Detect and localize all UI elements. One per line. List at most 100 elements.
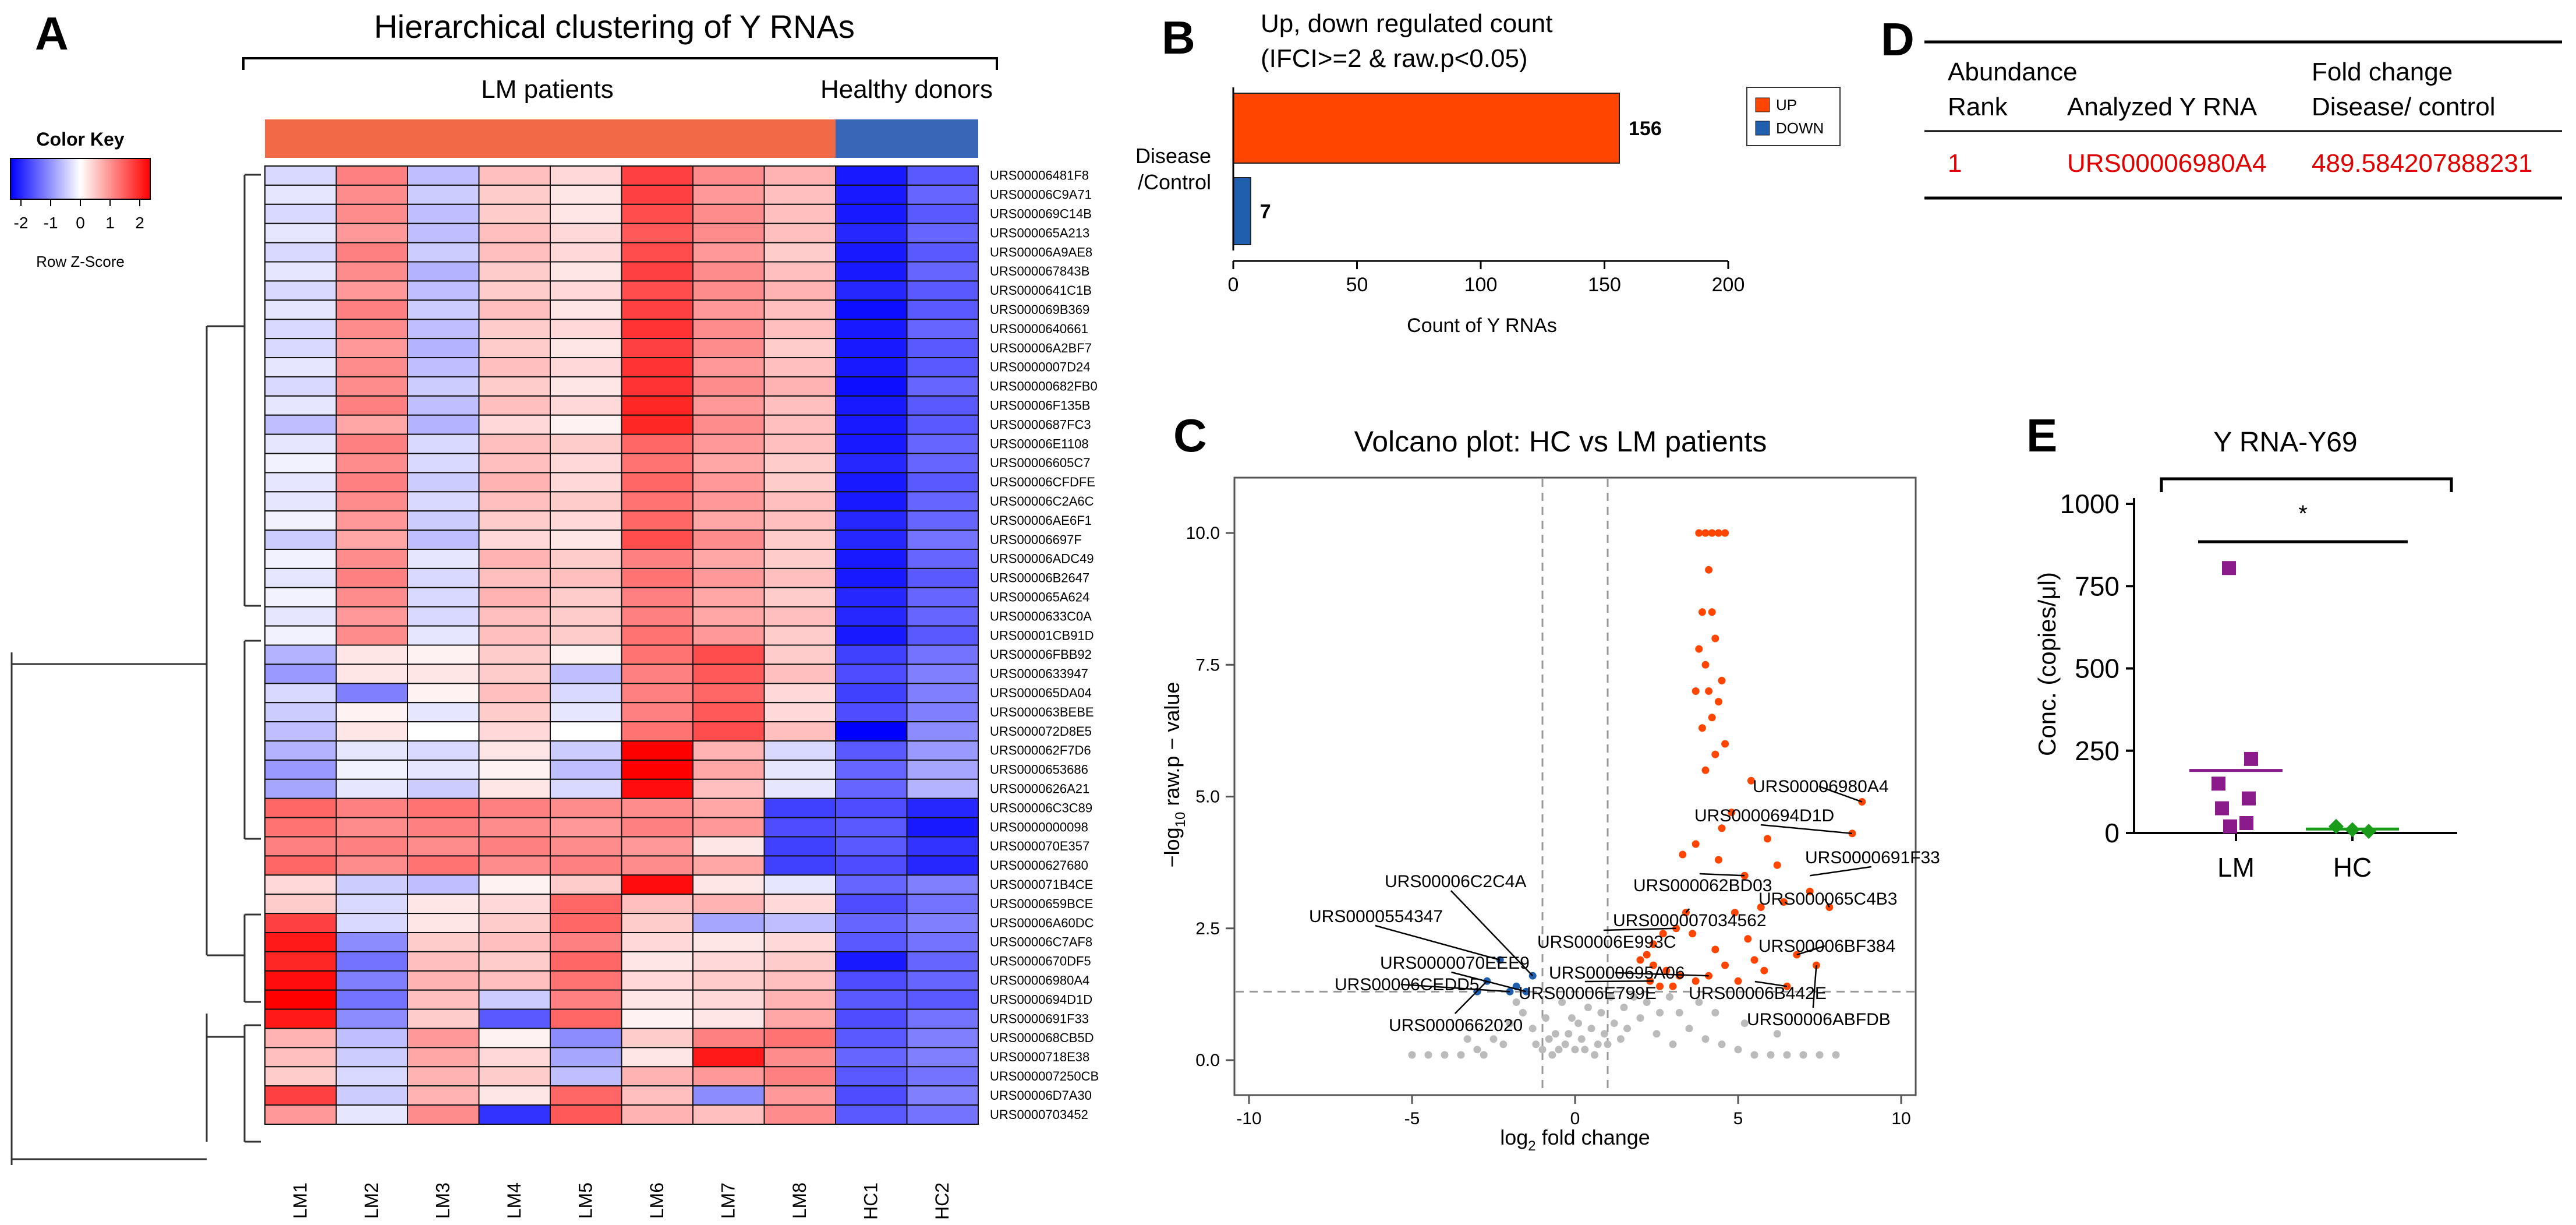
heatmap-cell [550,549,622,569]
volcano-point-up [1692,840,1700,848]
volcano-point-ns [1675,1009,1683,1016]
heatmap-cell [621,242,693,263]
panel-label-b: B [1162,12,1195,63]
volcano-point-ns [1473,1046,1481,1054]
heatmap-cell [621,1028,693,1049]
heatmap-cell [906,472,979,493]
dot-axes: 0 250 500 750 1000 LM HC [2060,489,2457,882]
heatmap-cell [906,663,979,684]
heatmap-column-label: HC1 [860,1182,881,1220]
heatmap-cell [335,894,408,915]
dot-point-hc [2361,824,2376,839]
heatmap-cell [550,529,622,550]
heatmap-cell [621,970,693,991]
heatmap-cell [264,970,337,991]
heatmap-cell [264,587,337,608]
annotation-label: URS0000662020 [1389,1016,1523,1035]
volcano-point-ns [1457,1051,1465,1059]
heatmap-cell [835,1028,908,1049]
volcano-y-tick-label: 2.5 [1195,919,1220,938]
heatmap-cell [335,203,408,224]
volcano-y-tick-label: 10.0 [1186,524,1220,543]
volcano-point-ns [1600,1030,1608,1038]
dendrogram-branch [245,174,261,1143]
heatmap-cell [550,319,622,340]
bar-down [1233,177,1251,245]
volcano-point-up [1669,982,1677,990]
heatmap-cell [763,702,836,723]
heatmap-cell [835,740,908,761]
heatmap-cell [264,319,337,340]
heatmap-cell [906,951,979,972]
heatmap-cell [478,1047,551,1068]
heatmap-cell [906,395,979,416]
heatmap-cell [835,625,908,646]
annotation-leader [1760,824,1853,835]
heatmap-cell [621,836,693,857]
heatmap-cell [621,587,693,608]
table-header-fold-line1: Fold change [2312,58,2453,86]
heatmap-cell [550,453,622,474]
heatmap-cell [407,223,480,243]
heatmap-cell [264,510,337,531]
table-header-rank-line2: Rank [1948,93,2008,121]
heatmap-cell [835,261,908,282]
volcano-point-up [1806,887,1814,895]
heatmap-cell [478,1085,551,1106]
heatmap-cell [264,759,337,780]
heatmap-cell [407,165,480,186]
heatmap-cell [906,510,979,531]
heatmap-cell [407,395,480,416]
heatmap-cell [835,797,908,818]
heatmap-cell [906,280,979,301]
heatmap-cell [906,740,979,761]
heatmap-cell [621,261,693,282]
volcano-point-ns [1616,1035,1625,1043]
volcano-point-ns [1581,1046,1589,1054]
heatmap-cell [621,1008,693,1029]
heatmap-cell [692,453,765,474]
heatmap-cell [335,1104,408,1125]
heatmap-cell [335,261,408,282]
heatmap-cell [478,567,551,588]
heatmap-cell [692,529,765,550]
heatmap-cell [550,797,622,818]
heatmap-row-label: URS00006E1108 [990,436,1089,451]
heatmap-cell [478,1104,551,1125]
heatmap-cell [335,855,408,876]
heatmap-cell [264,1028,337,1049]
dot-y-tick-label: 0 [2104,818,2119,848]
heatmap-cell [335,242,408,263]
heatmap-cell [550,433,622,454]
heatmap-cell [478,1028,551,1049]
annotation-leader [1812,965,1817,1008]
heatmap-cell [407,1008,480,1029]
heatmap-cell [264,453,337,474]
annotation-label: URS00006CEDD5 [1335,975,1479,994]
heatmap-row-label: URS00006ADC49 [990,552,1094,566]
heatmap-cell [763,357,836,377]
heatmap-cell [478,683,551,704]
volcano-point-ns [1623,1025,1632,1033]
heatmap-cell [407,951,480,972]
annotation-leader [1454,980,1488,1014]
volcano-point-ns [1528,1025,1537,1033]
heatmap-cell [478,184,551,205]
heatmap-cell [692,894,765,915]
heatmap-cell [478,970,551,991]
heatmap-cell [763,970,836,991]
heatmap-cell [763,1066,836,1087]
heatmap-cell [407,203,480,224]
heatmap-cell [621,1085,693,1106]
volcano-point-ns [1548,1051,1556,1059]
volcano-point-up [1760,966,1768,975]
heatmap-cell [550,702,622,723]
heatmap-cell [906,894,979,915]
heatmap-cell [906,1066,979,1087]
volcano-point-ns [1767,1051,1775,1059]
dendrogram-branch [12,663,207,1160]
volcano-x-tick-label: -5 [1404,1109,1420,1128]
annotation-leader [1685,908,1690,913]
heatmap-cell [835,491,908,512]
heatmap-cell [407,549,480,569]
